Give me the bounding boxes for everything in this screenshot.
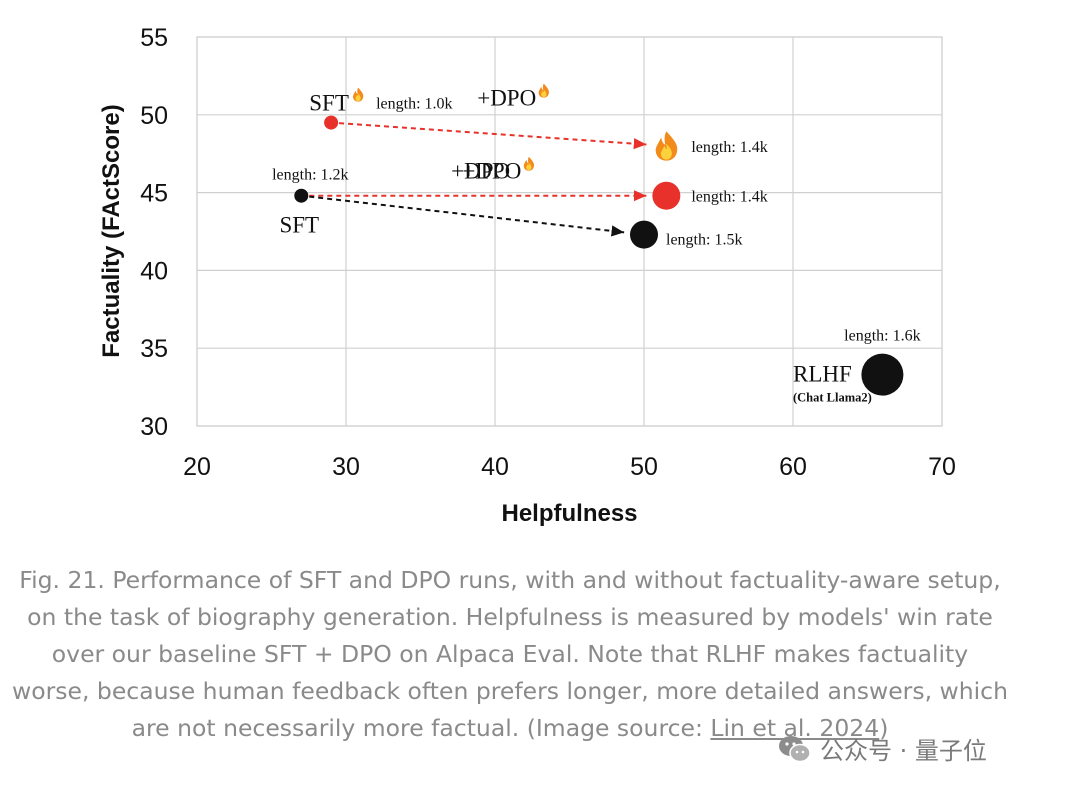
length-label: length: 1.4k	[691, 139, 767, 156]
y-axis-title: Factuality (FActScore)	[98, 104, 125, 357]
data-point	[652, 181, 681, 210]
arrow-label: +DPO	[477, 86, 536, 111]
length-label: length: 1.0k	[376, 96, 452, 113]
fire-icon	[538, 83, 549, 98]
data-point	[294, 188, 309, 203]
arrow-label: +DPO	[462, 159, 521, 184]
x-tick-label: 60	[779, 453, 807, 481]
watermark-text: 公众号 · 量子位	[820, 737, 987, 765]
y-tick-label: 40	[140, 257, 168, 285]
fire-icon	[353, 87, 364, 102]
figure-caption: Fig. 21. Performance of SFT and DPO runs…	[10, 562, 1010, 747]
length-label: length: 1.4k	[691, 189, 767, 206]
x-tick-label: 70	[928, 453, 956, 481]
y-tick-label: 45	[140, 180, 168, 208]
length-label: length: 1.2k	[272, 167, 348, 184]
grid-layer	[196, 36, 943, 427]
data-point	[324, 115, 339, 130]
length-label: length: 1.6k	[844, 328, 920, 345]
y-tick-label: 50	[140, 102, 168, 130]
point-label: RLHF	[793, 362, 852, 387]
fire-icon	[655, 131, 678, 161]
data-point	[861, 353, 904, 396]
arrows-layer	[309, 122, 647, 237]
point-sublabel: (Chat Llama2)	[793, 391, 872, 405]
y-tick-label: 35	[140, 335, 168, 363]
x-tick-label: 20	[183, 453, 211, 481]
points-layer	[294, 115, 904, 396]
y-tick-label: 30	[140, 413, 168, 441]
x-axis-title: Helpfulness	[501, 500, 637, 527]
scatter-chart: 20 30 40 50 60 70 30 35 40 45 50 55 Helpfulness Factu…	[98, 24, 956, 527]
arrow	[309, 195, 625, 237]
length-label: length: 1.5k	[666, 232, 742, 249]
x-tick-label: 50	[630, 453, 658, 481]
wechat-icon	[779, 735, 811, 762]
fire-icon	[523, 156, 535, 171]
x-tick-label: 40	[481, 453, 509, 481]
arrow	[339, 122, 647, 150]
arrow-label: +DPO	[451, 159, 510, 184]
point-label: SFT	[279, 213, 319, 238]
watermark: 公众号 · 量子位	[778, 731, 987, 766]
caption-text: Fig. 21. Performance of SFT and DPO runs…	[12, 566, 1008, 742]
axes-layer: 20 30 40 50 60 70 30 35 40 45 50 55 Helpfulness Factu…	[98, 24, 956, 527]
point-label: SFT	[309, 91, 349, 116]
caption-closing: )	[879, 714, 889, 742]
y-tick-label: 55	[140, 24, 168, 52]
x-tick-label: 30	[332, 453, 360, 481]
data-point	[630, 220, 658, 249]
